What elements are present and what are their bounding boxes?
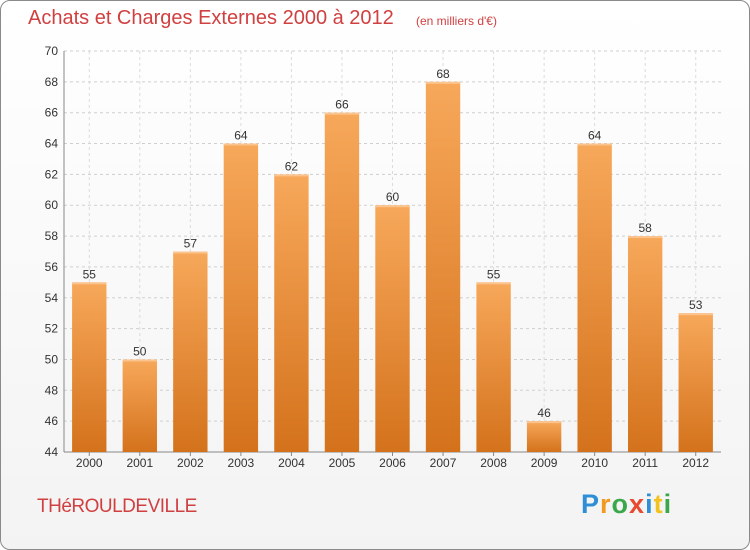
data-label: 60 — [386, 190, 400, 204]
bar — [476, 282, 511, 452]
y-tick-label: 60 — [45, 198, 59, 212]
y-tick-label: 46 — [45, 414, 59, 428]
labels: 44 46 48 50 52 54 56 58 60 62 64 66 68 70 55 2000 50 2001… — [45, 44, 710, 470]
logo-letter: x — [629, 489, 646, 519]
data-label: 55 — [83, 267, 97, 281]
proxiti-logo[interactable]: Proxiti — [581, 489, 672, 520]
logo-letter: i — [645, 489, 654, 519]
data-label: 64 — [588, 129, 602, 143]
y-tick-label: 68 — [45, 75, 59, 89]
y-tick-label: 62 — [45, 167, 59, 181]
data-label: 50 — [133, 344, 147, 358]
x-tick-label: 2007 — [430, 456, 457, 470]
data-label: 55 — [487, 267, 501, 281]
x-tick-label: 2006 — [379, 456, 406, 470]
bar-highlight — [223, 143, 259, 146]
chart-title: Achats et Charges Externes 2000 à 2012 — [28, 7, 394, 29]
bar-highlight — [375, 205, 410, 208]
bar — [173, 251, 208, 452]
data-label: 53 — [689, 298, 703, 312]
y-tick-label: 70 — [45, 44, 59, 58]
bar-highlight — [678, 313, 713, 316]
bar-highlight — [628, 236, 663, 239]
bar-highlight — [526, 421, 562, 424]
bar-highlight — [173, 251, 208, 254]
x-tick-label: 2001 — [126, 456, 153, 470]
bar-highlight — [72, 282, 107, 285]
x-tick-label: 2008 — [480, 456, 507, 470]
y-tick-label: 48 — [45, 383, 59, 397]
x-tick-label: 2010 — [581, 456, 608, 470]
chart-subtitle: (en milliers d'€) — [416, 14, 497, 28]
y-tick-label: 52 — [45, 322, 59, 336]
x-tick-label: 2005 — [329, 456, 356, 470]
bar — [577, 143, 612, 453]
bar — [122, 359, 157, 452]
y-tick-label: 66 — [45, 106, 59, 120]
bars — [72, 81, 713, 453]
bar — [425, 81, 461, 452]
x-tick-label: 2012 — [682, 456, 709, 470]
x-tick-label: 2003 — [228, 456, 255, 470]
x-tick-label: 2009 — [531, 456, 558, 470]
logo-letter: o — [611, 489, 630, 519]
bar — [678, 313, 713, 452]
y-tick-label: 56 — [45, 260, 59, 274]
y-tick-label: 44 — [45, 445, 59, 459]
bar-highlight — [274, 174, 309, 177]
y-tick-label: 54 — [45, 291, 59, 305]
y-tick-label: 50 — [45, 352, 59, 366]
town-name: THéROULDEVILLE — [37, 496, 197, 517]
data-label: 68 — [436, 67, 450, 81]
bar — [72, 282, 107, 452]
x-tick-label: 2011 — [632, 456, 658, 470]
bar — [628, 236, 663, 452]
bar-highlight — [122, 359, 157, 362]
x-tick-label: 2002 — [177, 456, 204, 470]
data-label: 66 — [335, 98, 349, 112]
bar — [324, 112, 360, 452]
bar — [375, 205, 410, 452]
bar-highlight — [324, 112, 360, 115]
bar-highlight — [577, 143, 612, 146]
x-tick-label: 2000 — [76, 456, 103, 470]
bar-highlight — [476, 282, 511, 285]
data-label: 46 — [537, 406, 551, 420]
bar — [223, 143, 259, 453]
y-tick-label: 64 — [45, 137, 59, 151]
bar — [274, 174, 309, 452]
y-tick-label: 58 — [45, 229, 59, 243]
bar-highlight — [425, 81, 461, 84]
bar — [526, 421, 562, 452]
x-tick-label: 2004 — [278, 456, 305, 470]
data-label: 62 — [285, 159, 299, 173]
data-label: 58 — [639, 221, 653, 235]
logo-letter: i — [663, 489, 673, 519]
logo-letter: P — [581, 489, 601, 519]
data-label: 57 — [184, 237, 198, 251]
logo-letter: t — [653, 489, 664, 519]
data-label: 64 — [234, 129, 248, 143]
logo-letter: r — [600, 489, 612, 519]
